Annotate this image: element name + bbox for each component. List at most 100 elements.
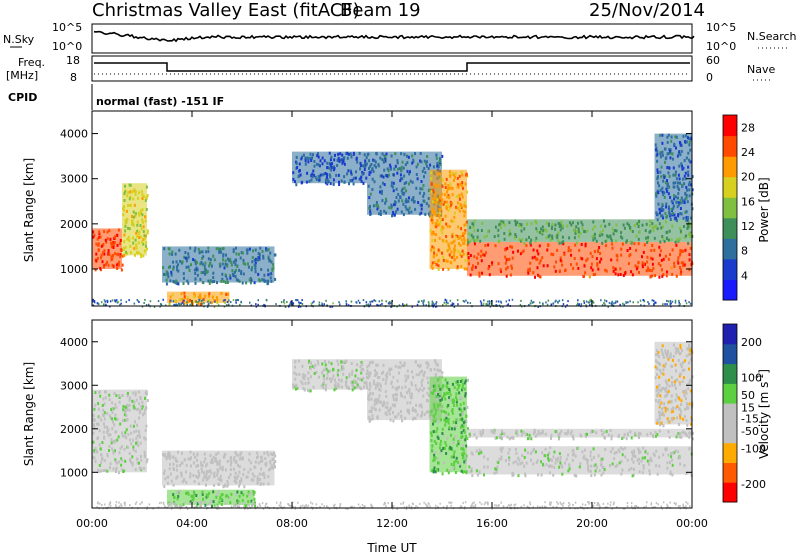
power-echo-cell [561, 226, 564, 230]
power-echo-cell [352, 176, 355, 180]
velocity-scatter-cell [370, 504, 372, 507]
velocity-echo-cell [679, 346, 682, 350]
power-echo-cell [369, 210, 372, 214]
power-scatter-cell [255, 305, 258, 308]
velocity-echo-cell [678, 423, 681, 426]
velocity-echo-cell [656, 418, 659, 422]
power-echo-cell [443, 200, 446, 204]
velocity-scatter-cell [410, 505, 413, 508]
power-echo-cell [361, 172, 364, 176]
power-echo-cell [367, 152, 370, 156]
velocity-echo-cell [123, 413, 126, 417]
velocity-echo-cell [410, 396, 413, 400]
velocity-echo-cell [592, 456, 595, 460]
power-echo-cell [183, 255, 186, 259]
power-echo-cell [346, 151, 349, 155]
power-echo-cell [368, 159, 371, 163]
power-echo-cell [250, 278, 253, 282]
power-echo-cell [479, 239, 482, 243]
power-echo-cell [171, 250, 174, 254]
velocity-echo-cell [235, 480, 238, 484]
power-echo-cell [568, 236, 571, 240]
power-echo-cell [177, 269, 180, 273]
power-echo-cell [670, 207, 673, 211]
power-scatter-cell [235, 301, 237, 304]
power-echo-cell [462, 252, 465, 256]
power-echo-cell [405, 181, 408, 185]
velocity-echo-cell [632, 473, 635, 477]
power-echo-cell [319, 173, 322, 177]
velocity-echo-cell [234, 475, 237, 479]
power-echo-cell [657, 202, 660, 206]
power-echo-cell [138, 230, 141, 234]
power-echo-cell [354, 176, 357, 180]
velocity-scatter-cell [673, 502, 676, 505]
power-echo-cell [177, 263, 179, 267]
power-echo-cell [671, 152, 674, 156]
velocity-echo-cell [125, 436, 128, 440]
power-echo-cell [106, 237, 109, 241]
power-echo-cell [209, 261, 212, 265]
power-echo-cell [414, 152, 416, 156]
velocity-echo-region [92, 389, 149, 475]
power-echo-cell [394, 152, 397, 156]
velocity-scatter-cell [118, 501, 120, 504]
velocity-echo-cell [411, 409, 414, 412]
velocity-echo-cell [373, 374, 376, 377]
power-echo-cell [551, 236, 554, 240]
power-echo-cell [440, 228, 443, 232]
power-scatter-cell [489, 305, 492, 308]
power-scatter-cell [298, 302, 301, 305]
power-echo-cell [684, 191, 687, 195]
velocity-scatter-cell [682, 505, 685, 508]
power-echo-cell [411, 161, 414, 165]
velocity-echo-cell [420, 414, 422, 418]
power-echo-cell [534, 275, 536, 279]
power-echo-cell [575, 262, 578, 266]
power-echo-cell [420, 180, 423, 183]
power-echo-cell [451, 193, 454, 197]
power-scatter-cell [369, 303, 372, 306]
power-echo-cell [679, 207, 682, 210]
velocity-scatter-cell [435, 504, 437, 507]
power-echo-cell [422, 199, 425, 203]
velocity-echo-cell [140, 405, 143, 409]
velocity-echo-cell [212, 455, 215, 459]
velocity-echo-cell [621, 468, 624, 472]
velocity-echo-cell [430, 415, 433, 419]
velocity-echo-cell [187, 457, 190, 461]
velocity-echo-cell [144, 406, 147, 409]
power-echo-cell [671, 248, 674, 252]
power-echo-cell [669, 253, 671, 256]
velocity-echo-cell [419, 387, 421, 391]
velocity-scatter-cell [199, 501, 202, 504]
power-echo-cell [365, 156, 368, 160]
power-echo-cell [96, 237, 99, 241]
velocity-echo-cell [323, 360, 326, 364]
velocity-echo-cell [665, 447, 668, 451]
velocity-scatter-cell [258, 503, 261, 506]
power-echo-cell [690, 216, 693, 220]
power-echo-cell [350, 171, 353, 175]
velocity-scatter-cell [279, 502, 282, 505]
power-echo-cell [597, 267, 600, 271]
velocity-echo-cell [224, 468, 227, 472]
power-echo-cell [141, 197, 144, 200]
power-echo-cell [185, 265, 188, 269]
power-echo-cell [226, 281, 229, 284]
power-echo-cell [441, 178, 444, 182]
velocity-echo-cell [250, 499, 253, 503]
power-echo-cell [249, 281, 252, 285]
power-echo-cell [186, 256, 189, 260]
velocity-scatter-cell [419, 502, 421, 505]
power-echo-cell [645, 222, 648, 226]
velocity-echo-cell [421, 378, 424, 382]
velocity-echo-cell [679, 412, 682, 416]
velocity-echo-cell [216, 473, 219, 477]
power-echo-cell [656, 152, 659, 156]
velocity-echo-cell [130, 442, 133, 446]
velocity-echo-cell [377, 398, 380, 402]
power-scatter-cell [148, 303, 150, 306]
velocity-echo-cell [176, 475, 179, 478]
power-echo-cell [144, 219, 147, 223]
